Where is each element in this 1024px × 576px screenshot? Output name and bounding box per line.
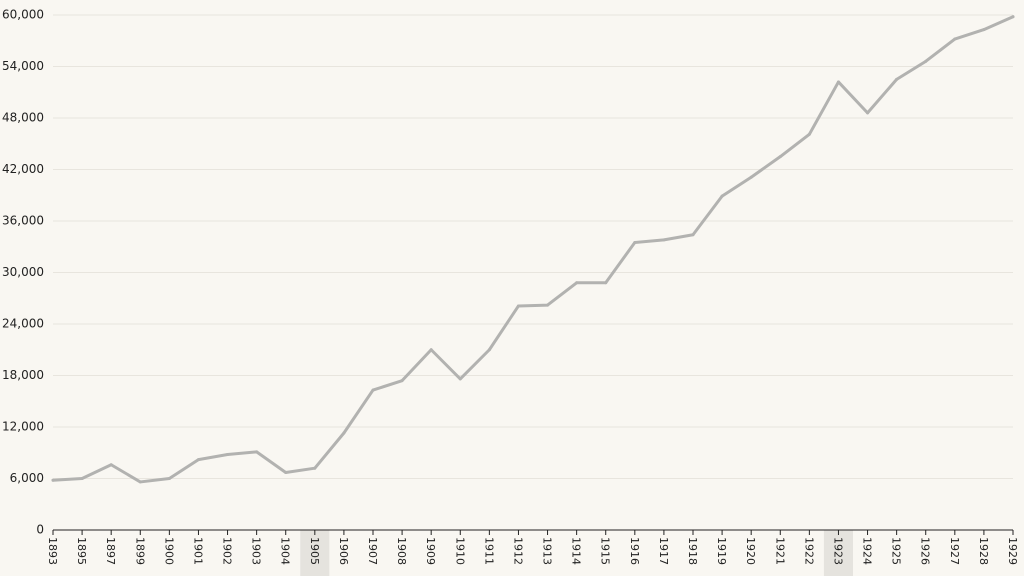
- y-tick-label: 6,000: [10, 471, 44, 485]
- data-point: [138, 480, 142, 484]
- data-point: [167, 477, 171, 480]
- x-axis-ticks: 1893 1895 1897 1899 1900 1901 1902 1903 1904 1905…: [46, 530, 1019, 565]
- x-tick-label: 1926: [919, 537, 932, 565]
- data-point: [778, 155, 782, 159]
- data-point: [604, 281, 608, 285]
- x-tick-label: 1901: [191, 537, 204, 565]
- x-tick-label: 1920: [744, 537, 757, 565]
- x-tick-label: 1911: [482, 537, 495, 565]
- data-point: [255, 450, 259, 454]
- data-point: [313, 466, 317, 470]
- data-point: [924, 59, 928, 63]
- data-point: [662, 238, 666, 242]
- highlight-band-1905: [300, 530, 330, 576]
- x-tick-label: 1905: [308, 537, 321, 565]
- x-tick-label: 1900: [162, 537, 175, 565]
- data-point: [807, 132, 811, 136]
- data-point: [749, 175, 753, 179]
- x-tick-label: 1923: [831, 537, 844, 565]
- x-tick-label: 1908: [395, 537, 408, 565]
- x-tick-label: 1919: [715, 537, 728, 565]
- data-point: [51, 478, 55, 482]
- x-tick-label: 1917: [657, 537, 670, 565]
- gridlines: [53, 14, 1013, 479]
- data-point: [284, 470, 288, 474]
- x-tick-label: 1909: [424, 537, 437, 565]
- x-tick-label: 1897: [104, 537, 117, 565]
- data-point: [575, 281, 579, 285]
- data-point: [866, 111, 870, 115]
- data-point: [895, 77, 899, 81]
- data-point: [226, 452, 230, 456]
- x-tick-label: 1922: [802, 537, 815, 565]
- x-tick-label: 1928: [977, 537, 990, 565]
- highlight-bands: [300, 530, 853, 576]
- data-points: [51, 15, 1015, 484]
- y-tick-label: 18,000: [2, 368, 44, 382]
- x-tick-label: 1904: [279, 537, 292, 565]
- x-tick-label: 1918: [686, 537, 699, 565]
- data-point: [400, 379, 404, 383]
- data-point: [633, 240, 637, 244]
- y-tick-label: 24,000: [2, 317, 44, 331]
- x-tick-label: 1902: [221, 537, 234, 565]
- data-point: [516, 304, 520, 308]
- data-point: [720, 194, 724, 198]
- x-tick-label: 1910: [453, 537, 466, 565]
- y-axis-tick-labels: 0 6,000 12,000 18,000 24,000 30,000 36,000 42,0…: [2, 8, 44, 537]
- data-point: [691, 233, 695, 237]
- y-tick-label: 54,000: [2, 59, 44, 73]
- x-tick-label: 1925: [890, 537, 903, 565]
- series-line: [51, 15, 1015, 484]
- y-tick-label: 12,000: [2, 420, 44, 434]
- data-point: [371, 388, 375, 392]
- y-tick-label: 30,000: [2, 265, 44, 279]
- data-point: [836, 80, 840, 84]
- y-tick-label: 0: [36, 523, 44, 537]
- x-tick-label: 1929: [1006, 537, 1019, 565]
- x-tick-label: 1912: [511, 537, 524, 565]
- x-tick-label: 1915: [599, 537, 612, 565]
- x-tick-label: 1921: [773, 537, 786, 565]
- x-tick-label: 1895: [75, 537, 88, 565]
- y-tick-label: 36,000: [2, 214, 44, 228]
- data-point: [109, 463, 113, 467]
- x-tick-label: 1927: [948, 537, 961, 565]
- data-point: [982, 28, 986, 32]
- y-tick-label: 42,000: [2, 162, 44, 176]
- y-tick-label: 60,000: [2, 8, 44, 22]
- x-tick-label: 1893: [46, 537, 59, 565]
- x-tick-label: 1914: [570, 537, 583, 565]
- x-tick-label: 1906: [337, 537, 350, 565]
- y-tick-label: 48,000: [2, 111, 44, 125]
- x-tick-label: 1916: [628, 537, 641, 565]
- data-point: [546, 303, 550, 307]
- x-tick-label: 1899: [133, 537, 146, 565]
- x-tick-label: 1903: [250, 537, 263, 565]
- data-point: [80, 477, 84, 480]
- data-point: [429, 348, 433, 352]
- data-point: [953, 37, 957, 41]
- data-point: [487, 348, 491, 352]
- highlight-band-1923: [823, 530, 853, 576]
- x-tick-label: 1913: [541, 537, 554, 565]
- x-tick-label: 1924: [861, 537, 874, 565]
- data-point: [342, 431, 346, 435]
- data-point: [458, 377, 462, 381]
- x-tick-label: 1907: [366, 537, 379, 565]
- data-point: [1011, 15, 1015, 19]
- data-point: [196, 458, 200, 462]
